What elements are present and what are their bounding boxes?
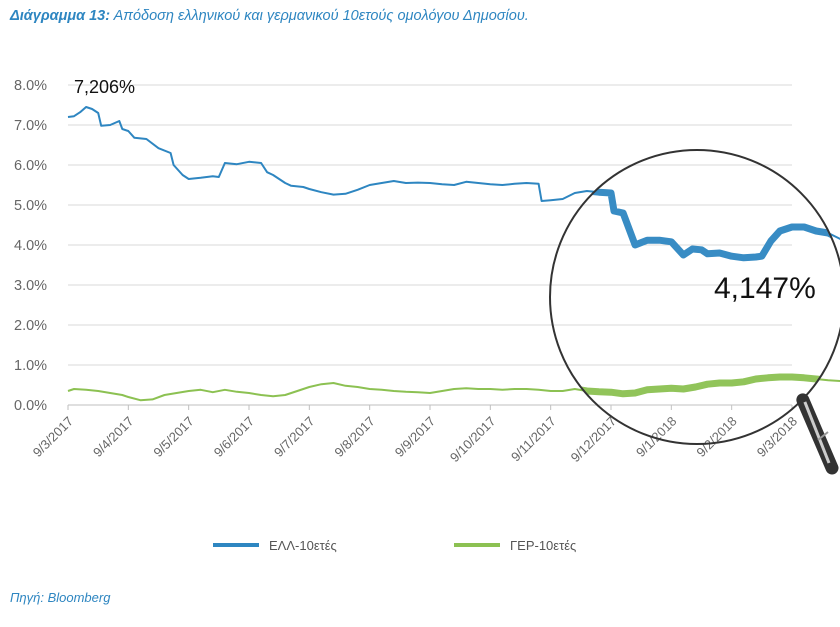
source-note: Πηγή: Bloomberg <box>10 590 111 605</box>
end-value-label: 4,147% <box>714 272 816 305</box>
chart-title-prefix: Διάγραμμα 13: <box>10 8 111 24</box>
grid-lines <box>68 84 792 366</box>
annotations: 7,206% 4,147% <box>74 77 816 305</box>
legend: ΕΛΛ-10ετές ΓΕΡ-10ετές <box>213 538 576 553</box>
series-line-zoomed-1 <box>550 373 840 404</box>
y-tick-label: 2.0% <box>14 318 47 334</box>
x-tick-label: 9/11/2017 <box>508 414 559 465</box>
legend-label-0: ΕΛΛ-10ετές <box>269 538 337 553</box>
series-lines <box>67 106 840 404</box>
x-tick-label: 9/8/2017 <box>331 414 377 460</box>
chart-title-text: Απόδοση ελληνικού και γερμανικού 10ετούς… <box>113 8 529 24</box>
chart-title: Διάγραμμα 13: Απόδοση ελληνικού και γερμ… <box>10 8 529 24</box>
legend-label-1: ΓΕΡ-10ετές <box>510 538 576 553</box>
lens-ring <box>549 149 840 445</box>
y-tick-label: 5.0% <box>14 198 47 214</box>
y-tick-label: 4.0% <box>14 238 47 254</box>
x-tick-label: 9/3/2017 <box>30 414 76 460</box>
x-tick-label: 9/10/2017 <box>447 414 499 466</box>
x-tick-label: 9/12/2017 <box>568 414 620 466</box>
y-tick-label: 3.0% <box>14 278 47 294</box>
x-tick-label: 9/5/2017 <box>150 414 196 460</box>
x-tick-label: 9/4/2017 <box>90 414 136 460</box>
magnifier-handle-grip <box>817 431 829 441</box>
series-line-zoomed-0 <box>550 150 840 262</box>
x-tick-label: 9/7/2017 <box>271 414 317 460</box>
y-tick-label: 1.0% <box>14 358 47 374</box>
x-tick-label: 9/9/2017 <box>392 414 438 460</box>
y-tick-label: 0.0% <box>14 398 47 414</box>
start-value-label: 7,206% <box>74 77 135 97</box>
magnifier-icon <box>549 149 840 475</box>
y-tick-label: 7.0% <box>14 118 47 134</box>
y-axis-ticks: 8.0% 7.0% 6.0% 5.0% 4.0% 3.0% 2.0% 1.0% 0.0% <box>14 78 47 414</box>
magnifier-handle-shine <box>803 401 831 464</box>
y-tick-label: 8.0% <box>14 78 47 94</box>
x-tick-label: 9/6/2017 <box>211 414 257 460</box>
y-tick-label: 6.0% <box>14 158 47 174</box>
